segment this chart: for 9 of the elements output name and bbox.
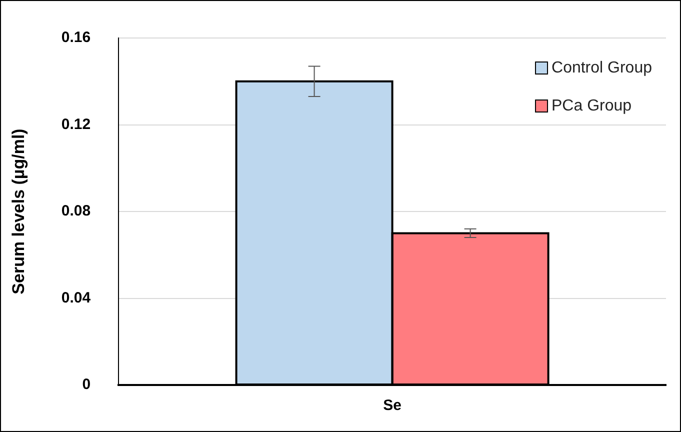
x-tick-label: Se — [383, 397, 402, 414]
y-tick-label: 0.04 — [61, 289, 92, 306]
legend-label: Control Group — [552, 59, 652, 76]
y-tick-label: 0.08 — [61, 202, 91, 220]
y-tick-label: 0.12 — [61, 116, 91, 133]
legend-label: PCa Group — [552, 97, 632, 114]
y-axis-title: Serum levels (µg/ml) — [8, 128, 28, 294]
y-tick-label: 0.16 — [61, 29, 91, 46]
y-tick-label: 0 — [82, 376, 91, 394]
